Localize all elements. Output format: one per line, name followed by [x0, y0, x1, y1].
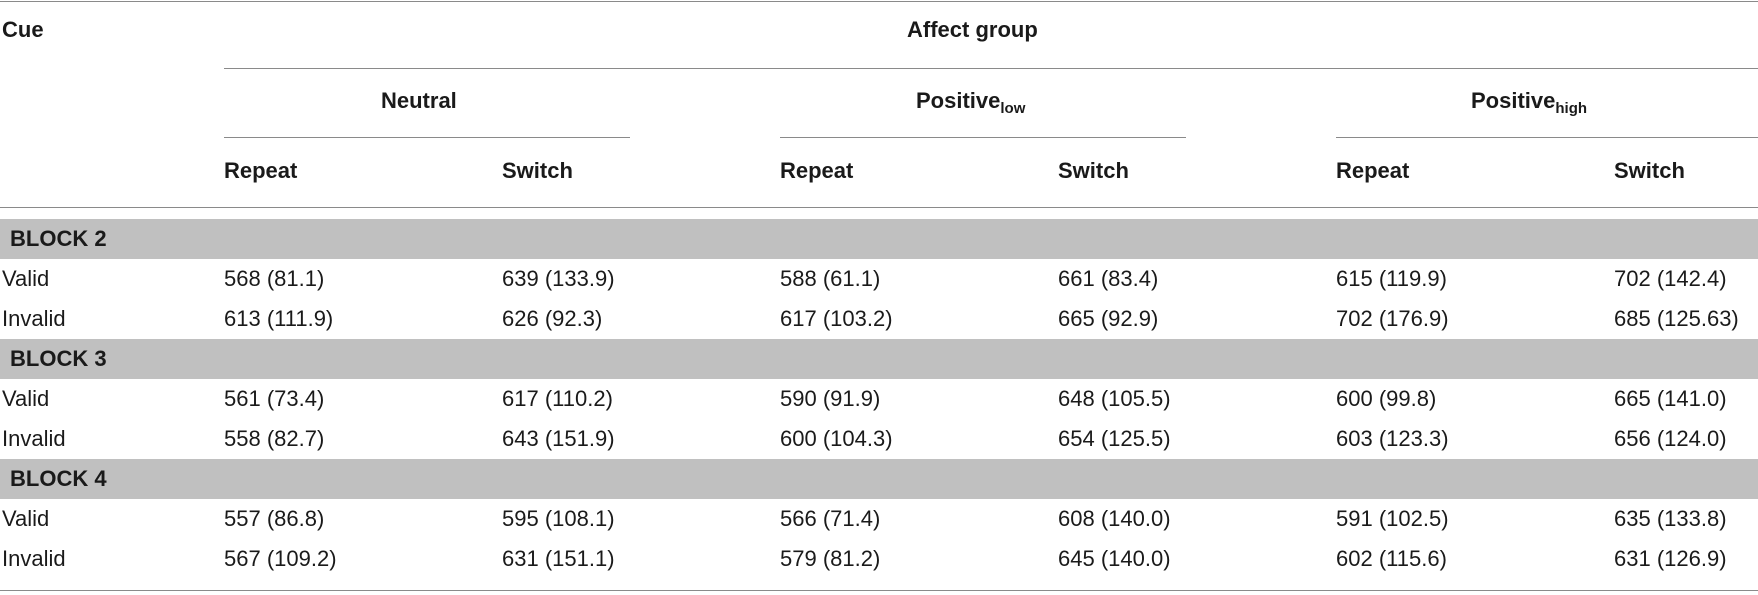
- block-label: BLOCK 3: [10, 346, 107, 371]
- value-cell: 654 (125.5): [1058, 426, 1171, 451]
- value-cell: 661 (83.4): [1058, 266, 1159, 291]
- value-cell: 595 (108.1): [502, 506, 615, 531]
- value-cell: 643 (151.9): [502, 426, 615, 451]
- group-header-positive-high: Positivehigh: [1471, 88, 1588, 117]
- cue-cell: Valid: [2, 266, 50, 291]
- subcolumn-header: Repeat: [224, 158, 298, 183]
- block-label: BLOCK 4: [10, 466, 107, 491]
- value-cell: 567 (109.2): [224, 546, 337, 571]
- subcolumn-header: Switch: [502, 158, 573, 183]
- table-row: Invalid 613 (111.9) 626 (92.3) 617 (103.…: [0, 299, 1758, 339]
- cue-cell: Invalid: [2, 306, 66, 331]
- block-band: BLOCK 3: [0, 339, 1758, 379]
- value-cell: 665 (92.9): [1058, 306, 1159, 331]
- value-cell: 608 (140.0): [1058, 506, 1171, 531]
- cue-cell: Invalid: [2, 426, 66, 451]
- table-bottom-rule: [0, 590, 1758, 591]
- affect-group-rule: [224, 68, 1758, 69]
- table-row: Invalid 558 (82.7) 643 (151.9) 600 (104.…: [0, 419, 1758, 459]
- subcolumn-header: Switch: [1058, 158, 1129, 183]
- value-cell: 617 (110.2): [502, 386, 613, 411]
- value-cell: 600 (99.8): [1336, 386, 1437, 411]
- value-cell: 648 (105.5): [1058, 386, 1171, 411]
- value-cell: 685 (125.63): [1614, 306, 1739, 331]
- group-subscript: high: [1555, 100, 1588, 117]
- value-cell: 615 (119.9): [1336, 266, 1447, 291]
- subcolumn-header: Switch: [1614, 158, 1685, 183]
- table-row: Valid 557 (86.8) 595 (108.1) 566 (71.4) …: [0, 499, 1758, 539]
- cue-cell: Invalid: [2, 546, 66, 571]
- block-band: BLOCK 4: [0, 459, 1758, 499]
- affect-group-header: Affect group: [907, 17, 1038, 42]
- value-cell: 603 (123.3): [1336, 426, 1449, 451]
- cue-cell: Valid: [2, 506, 50, 531]
- subcolumn-header: Repeat: [780, 158, 854, 183]
- cue-cell: Valid: [2, 386, 50, 411]
- value-cell: 557 (86.8): [224, 506, 325, 531]
- value-cell: 631 (126.9): [1614, 546, 1727, 571]
- value-cell: 568 (81.1): [224, 266, 325, 291]
- block-band: BLOCK 2: [0, 219, 1758, 259]
- value-cell: 656 (124.0): [1614, 426, 1727, 451]
- value-cell: 631 (151.1): [502, 546, 615, 571]
- value-cell: 702 (142.4): [1614, 266, 1727, 291]
- table-top-rule: [0, 1, 1758, 2]
- positive-high-group-rule: [1336, 137, 1758, 138]
- value-cell: 702 (176.9): [1336, 306, 1449, 331]
- subcolumn-header: Repeat: [1336, 158, 1410, 183]
- value-cell: 579 (81.2): [780, 546, 881, 571]
- positive-low-group-rule: [780, 137, 1186, 138]
- group-name: Positive: [1471, 88, 1556, 113]
- block-label: BLOCK 2: [10, 226, 107, 251]
- value-cell: 590 (91.9): [780, 386, 881, 411]
- value-cell: 645 (140.0): [1058, 546, 1171, 571]
- value-cell: 665 (141.0): [1614, 386, 1727, 411]
- value-cell: 635 (133.8): [1614, 506, 1727, 531]
- neutral-group-rule: [224, 137, 630, 138]
- value-cell: 639 (133.9): [502, 266, 615, 291]
- value-cell: 591 (102.5): [1336, 506, 1449, 531]
- header-bottom-rule: [0, 207, 1758, 208]
- value-cell: 558 (82.7): [224, 426, 325, 451]
- value-cell: 613 (111.9): [224, 306, 334, 331]
- table-row: Valid 568 (81.1) 639 (133.9) 588 (61.1) …: [0, 259, 1758, 299]
- table-row: Valid 561 (73.4) 617 (110.2) 590 (91.9) …: [0, 379, 1758, 419]
- table-row: Invalid 567 (109.2) 631 (151.1) 579 (81.…: [0, 539, 1758, 579]
- value-cell: 561 (73.4): [224, 386, 325, 411]
- group-header-positive-low: Positivelow: [916, 88, 1026, 117]
- value-cell: 566 (71.4): [780, 506, 881, 531]
- group-header-neutral: Neutral: [381, 88, 457, 114]
- group-name: Neutral: [381, 88, 457, 113]
- value-cell: 617 (103.2): [780, 306, 893, 331]
- value-cell: 626 (92.3): [502, 306, 603, 331]
- value-cell: 602 (115.6): [1336, 546, 1447, 571]
- group-name: Positive: [916, 88, 1001, 113]
- cue-column-header: Cue: [2, 17, 44, 42]
- value-cell: 600 (104.3): [780, 426, 893, 451]
- group-subscript: low: [1000, 100, 1026, 117]
- value-cell: 588 (61.1): [780, 266, 881, 291]
